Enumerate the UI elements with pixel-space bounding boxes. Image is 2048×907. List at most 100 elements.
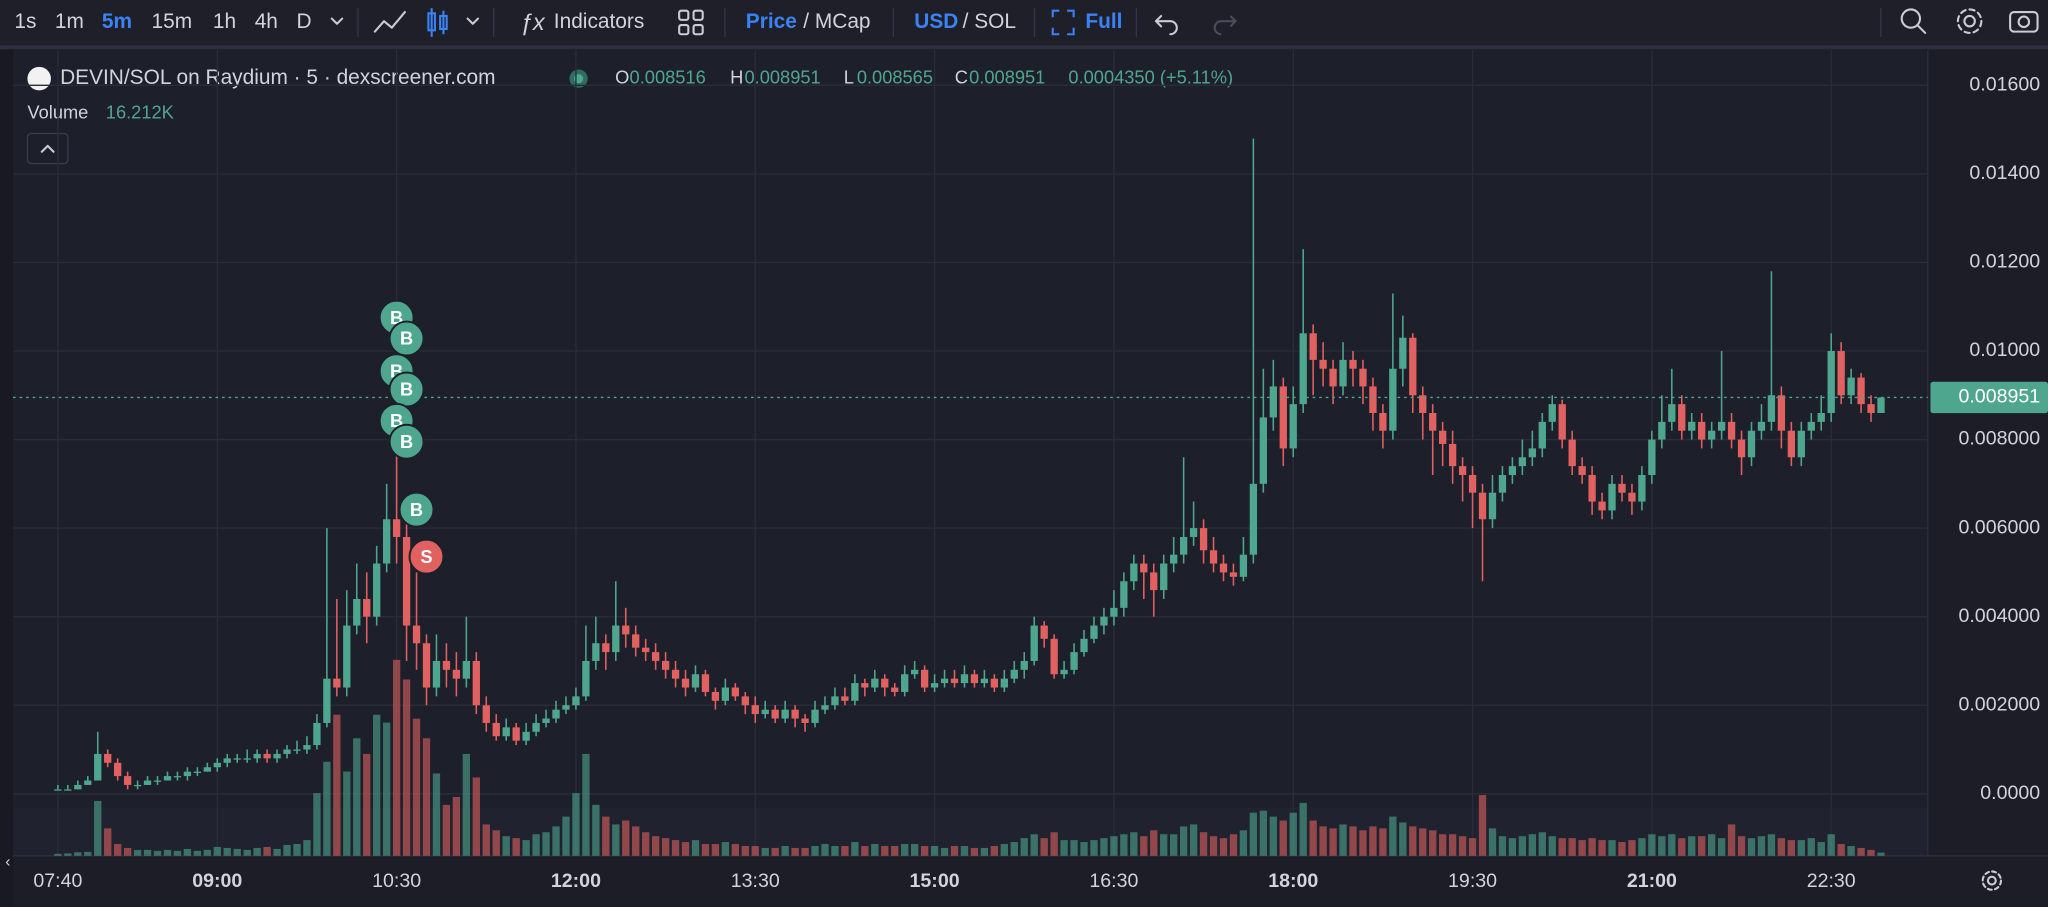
candle-body: [492, 722, 500, 737]
fullscreen-icon[interactable]: [1051, 9, 1075, 36]
candle-body: [841, 696, 849, 701]
sol-toggle[interactable]: / SOL: [963, 10, 1016, 33]
candle-body: [1000, 678, 1008, 688]
layout-icon[interactable]: [678, 9, 704, 36]
screenshot-icon[interactable]: [2009, 10, 2039, 33]
interval-button[interactable]: 4h: [255, 10, 278, 33]
candle-body: [871, 678, 879, 688]
candle-body: [1578, 466, 1586, 475]
interval-button[interactable]: D: [296, 10, 311, 33]
volume-bar: [950, 845, 959, 856]
candle-body: [452, 669, 461, 679]
candle-body: [1339, 359, 1347, 387]
legend-change: 0.0004350 (+5.11%): [1068, 66, 1233, 87]
candle-body: [911, 669, 919, 675]
volume-bar: [651, 836, 660, 856]
volume-bar: [841, 845, 849, 856]
volume-bar: [1767, 834, 1776, 856]
candle-body: [373, 563, 381, 617]
volume-bar: [1568, 838, 1576, 856]
volume-bar: [1498, 836, 1507, 856]
candle-icon[interactable]: [427, 8, 448, 37]
trade-marker[interactable]: [388, 423, 425, 460]
volume-bar: [1170, 834, 1178, 856]
volume-bar: [751, 845, 759, 856]
volume-bar: [133, 849, 142, 856]
volume-bar: [1289, 812, 1297, 856]
volume-bar: [1478, 795, 1487, 856]
volume-bar: [253, 847, 261, 856]
volume-bar: [1150, 830, 1158, 856]
candle-body: [1548, 404, 1556, 422]
interval-group: 1s 1m 5m 15m 1h 4h D: [14, 10, 311, 33]
trade-marker[interactable]: [388, 320, 425, 357]
indicators-button[interactable]: Indicators: [554, 10, 645, 33]
candle-body: [801, 718, 809, 723]
line-chart-icon[interactable]: [373, 10, 406, 33]
trade-marker[interactable]: [408, 538, 445, 575]
x-tick-label: 22:30: [1807, 870, 1856, 892]
volume-bar: [283, 845, 291, 856]
volume-bar: [482, 824, 490, 856]
chart-type-dropdown[interactable]: [466, 17, 480, 25]
legend-low-label: L: [844, 66, 854, 87]
volume-bar: [851, 842, 859, 856]
volume-bar: [940, 847, 949, 856]
candle-body: [990, 678, 999, 688]
volume-bar: [901, 844, 909, 856]
volume-bar: [911, 844, 919, 856]
mcap-toggle[interactable]: / MCap: [803, 10, 870, 33]
candle-body: [1498, 474, 1507, 493]
volume-bar: [622, 820, 630, 856]
axis-settings-icon[interactable]: [1981, 870, 2003, 891]
full-button[interactable]: Full: [1085, 10, 1122, 33]
volume-bar: [123, 847, 132, 856]
volume-bar: [532, 834, 540, 856]
volume-bar: [1797, 840, 1805, 856]
trade-marker-label: B: [400, 328, 413, 349]
volume-bar: [293, 844, 301, 856]
volume-bar: [1080, 842, 1088, 856]
candle-body: [1847, 377, 1855, 396]
price-toggle[interactable]: Price: [746, 10, 797, 33]
volume-bar: [602, 816, 610, 856]
candle-body: [1429, 412, 1437, 431]
interval-button[interactable]: 15m: [152, 10, 193, 33]
trade-marker[interactable]: [398, 491, 435, 528]
left-arrow[interactable]: ‹: [5, 853, 10, 870]
volume-bar: [970, 847, 979, 856]
volume-bar: [183, 848, 192, 856]
candle-body: [1239, 554, 1248, 577]
volume-bar: [1727, 824, 1736, 856]
candle-body: [1508, 466, 1517, 475]
candle-body: [353, 598, 361, 626]
candle-body: [891, 687, 899, 692]
volume-bar: [1468, 838, 1477, 856]
x-tick-label: 12:00: [551, 870, 601, 892]
interval-button[interactable]: 1h: [213, 10, 236, 33]
candle-group: [54, 138, 1885, 791]
volume-bar: [1259, 810, 1268, 856]
legend-open-label: O: [615, 66, 629, 87]
volume-bar: [1867, 849, 1875, 856]
interval-button[interactable]: 1m: [55, 10, 84, 33]
zoom-icon[interactable]: [1900, 8, 1927, 34]
volume-bar: [104, 828, 112, 856]
settings-icon[interactable]: [1956, 8, 1983, 34]
collapse-button[interactable]: [26, 132, 69, 165]
candle-body: [651, 652, 660, 661]
redo-button[interactable]: [1213, 15, 1238, 36]
usd-toggle[interactable]: USD: [914, 10, 958, 33]
volume-bar: [263, 846, 271, 856]
interval-dropdown[interactable]: [330, 17, 344, 25]
candle-body: [1518, 457, 1527, 467]
volume-bar: [1179, 826, 1188, 856]
fx-icon[interactable]: ƒx: [520, 9, 546, 35]
undo-button[interactable]: [1154, 14, 1178, 36]
candle-body: [771, 709, 779, 719]
interval-button[interactable]: 5m: [102, 10, 132, 33]
candle-body: [1877, 397, 1885, 413]
y-tick-label: 0.01400: [1969, 162, 2040, 184]
interval-button[interactable]: 1s: [14, 10, 36, 33]
